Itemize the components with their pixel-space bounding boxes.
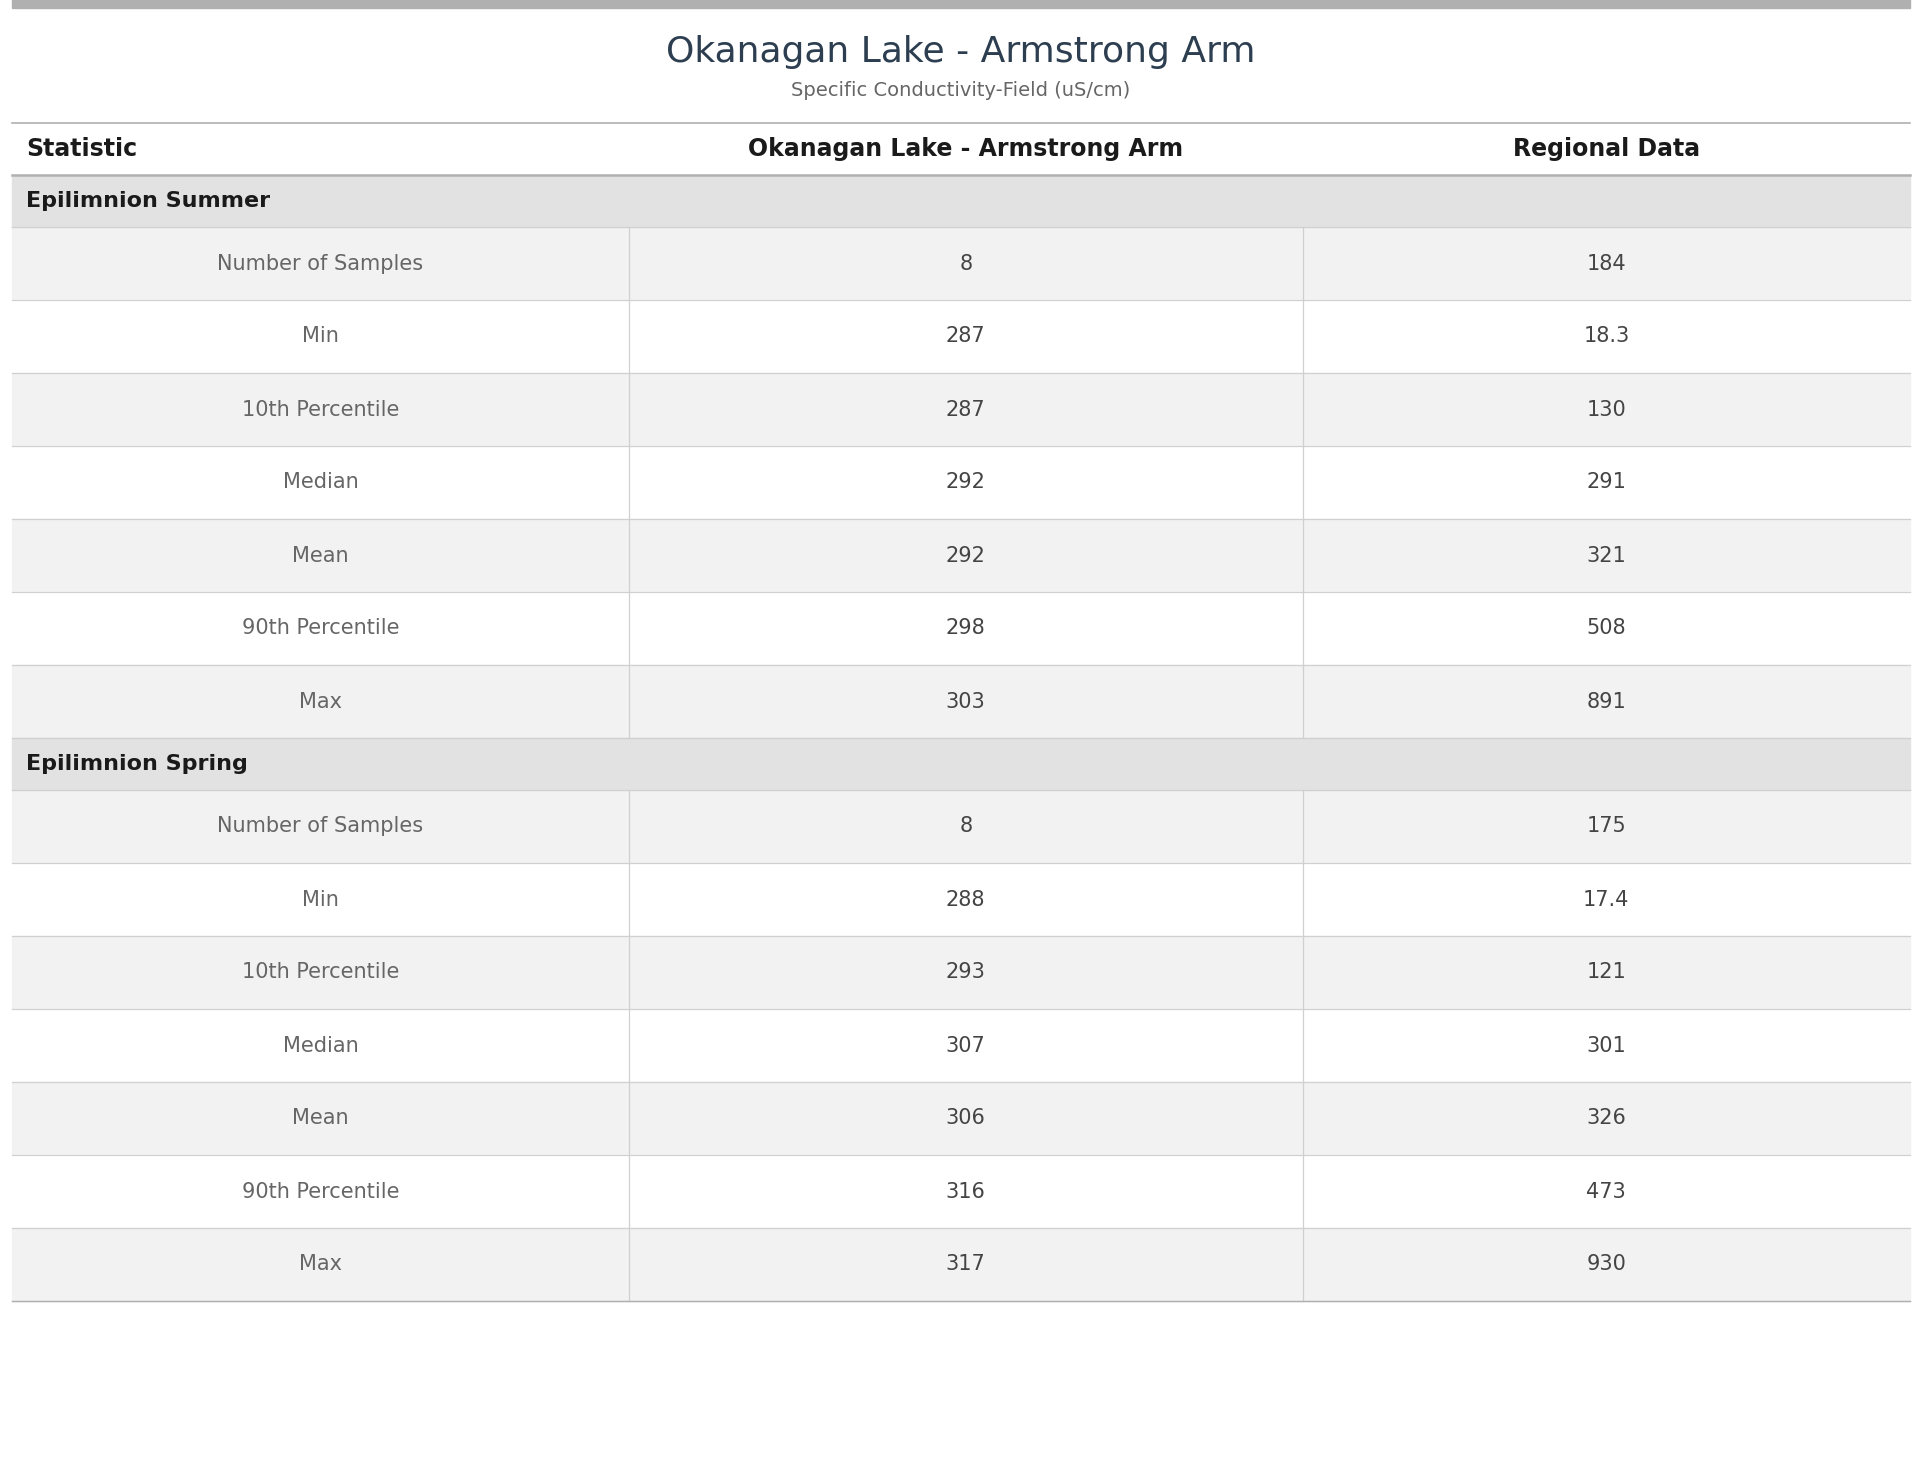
Bar — [12, 123, 1910, 175]
Bar — [12, 1228, 1910, 1301]
Text: 321: 321 — [1586, 546, 1626, 565]
Text: Okanagan Lake - Armstrong Arm: Okanagan Lake - Armstrong Arm — [667, 35, 1255, 69]
Text: 184: 184 — [1586, 254, 1626, 273]
Text: 287: 287 — [946, 327, 986, 346]
Bar — [12, 863, 1910, 936]
Text: 121: 121 — [1586, 962, 1626, 983]
Bar — [12, 518, 1910, 591]
Text: 326: 326 — [1586, 1108, 1626, 1129]
Bar — [12, 0, 1910, 7]
Text: 508: 508 — [1586, 619, 1626, 638]
Text: Specific Conductivity-Field (uS/cm): Specific Conductivity-Field (uS/cm) — [792, 82, 1130, 101]
Bar — [12, 299, 1910, 372]
Bar — [12, 175, 1910, 226]
Text: 303: 303 — [946, 692, 986, 711]
Text: 292: 292 — [946, 546, 986, 565]
Text: Max: Max — [300, 1254, 342, 1275]
Bar — [12, 445, 1910, 518]
Text: 8: 8 — [959, 816, 973, 837]
Text: Median: Median — [283, 1035, 357, 1056]
Text: Min: Min — [302, 327, 338, 346]
Text: 10th Percentile: 10th Percentile — [242, 400, 400, 419]
Text: 287: 287 — [946, 400, 986, 419]
Bar — [12, 1009, 1910, 1082]
Bar — [12, 790, 1910, 863]
Text: 90th Percentile: 90th Percentile — [242, 1181, 400, 1202]
Text: 291: 291 — [1586, 473, 1626, 492]
Text: Statistic: Statistic — [27, 137, 136, 161]
Text: Median: Median — [283, 473, 357, 492]
Text: Epilimnion Spring: Epilimnion Spring — [27, 753, 248, 774]
Text: Regional Data: Regional Data — [1513, 137, 1699, 161]
Bar — [12, 664, 1910, 737]
Text: 130: 130 — [1586, 400, 1626, 419]
Bar — [12, 737, 1910, 790]
Text: 292: 292 — [946, 473, 986, 492]
Text: Number of Samples: Number of Samples — [217, 254, 423, 273]
Bar — [12, 1155, 1910, 1228]
Text: 8: 8 — [959, 254, 973, 273]
Text: 301: 301 — [1586, 1035, 1626, 1056]
Bar — [12, 1082, 1910, 1155]
Text: 90th Percentile: 90th Percentile — [242, 619, 400, 638]
Text: Epilimnion Summer: Epilimnion Summer — [27, 191, 271, 212]
Bar — [12, 591, 1910, 664]
Text: 317: 317 — [946, 1254, 986, 1275]
Text: 288: 288 — [946, 889, 986, 910]
Text: 175: 175 — [1586, 816, 1626, 837]
Text: 10th Percentile: 10th Percentile — [242, 962, 400, 983]
Text: 298: 298 — [946, 619, 986, 638]
Text: 316: 316 — [946, 1181, 986, 1202]
Text: 473: 473 — [1586, 1181, 1626, 1202]
Bar — [12, 226, 1910, 299]
Text: 17.4: 17.4 — [1584, 889, 1630, 910]
Bar — [12, 372, 1910, 445]
Text: 293: 293 — [946, 962, 986, 983]
Text: Mean: Mean — [292, 546, 348, 565]
Text: Okanagan Lake - Armstrong Arm: Okanagan Lake - Armstrong Arm — [748, 137, 1184, 161]
Text: 307: 307 — [946, 1035, 986, 1056]
Bar — [12, 936, 1910, 1009]
Text: 18.3: 18.3 — [1584, 327, 1630, 346]
Text: Number of Samples: Number of Samples — [217, 816, 423, 837]
Text: 891: 891 — [1586, 692, 1626, 711]
Text: 930: 930 — [1586, 1254, 1626, 1275]
Text: Max: Max — [300, 692, 342, 711]
Text: Mean: Mean — [292, 1108, 348, 1129]
Text: Min: Min — [302, 889, 338, 910]
Text: 306: 306 — [946, 1108, 986, 1129]
